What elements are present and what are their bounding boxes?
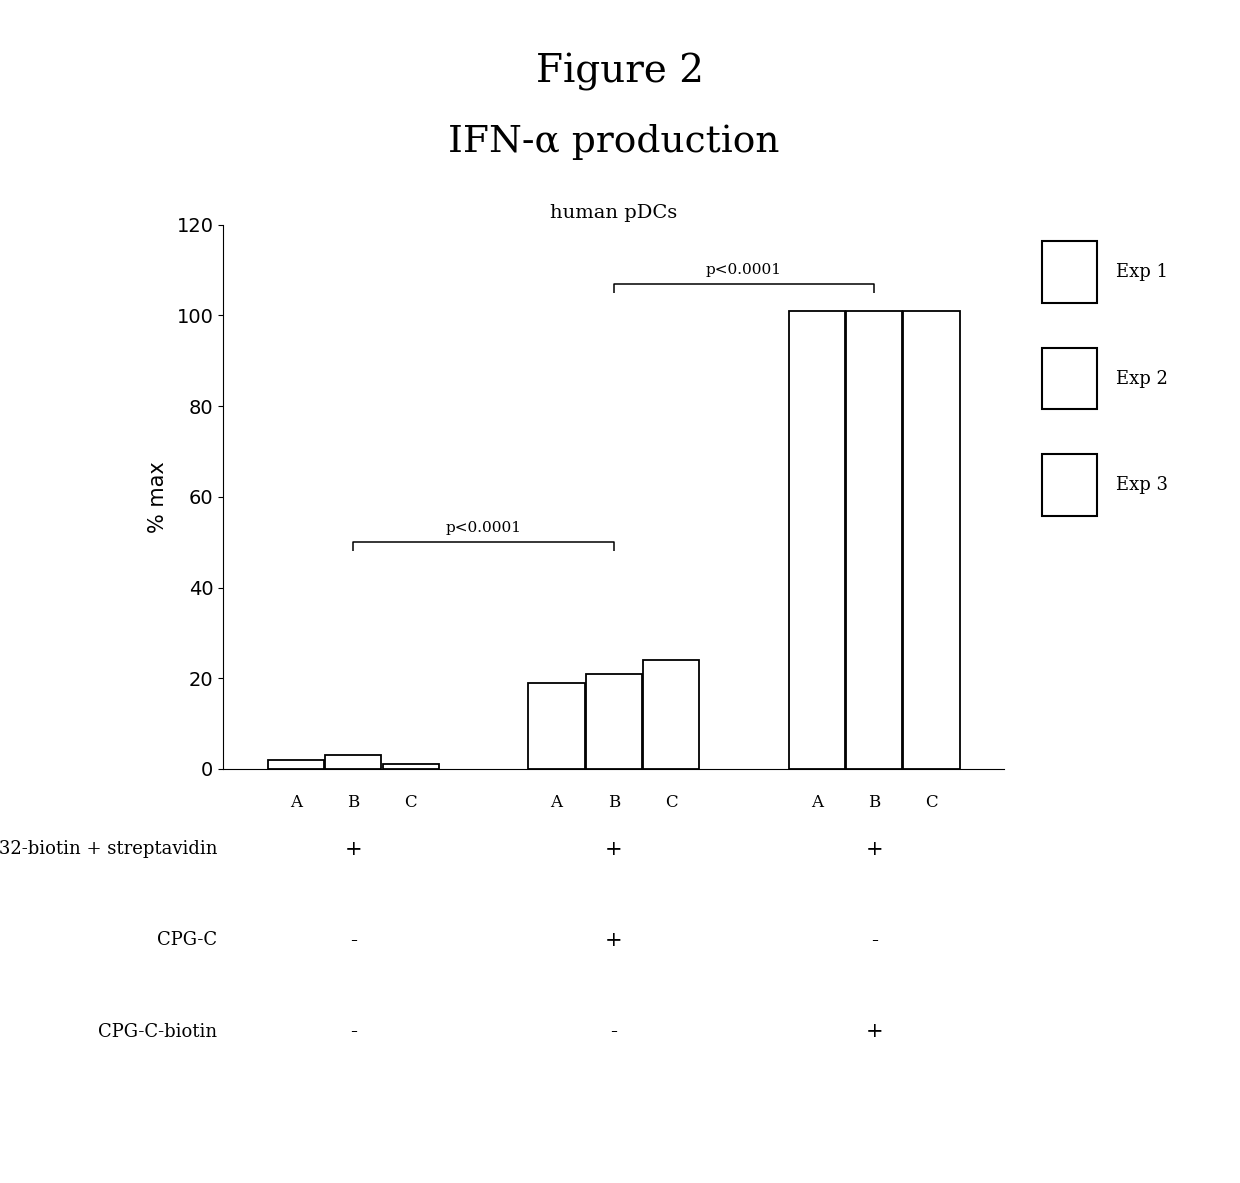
Title: human pDCs: human pDCs [551, 203, 677, 222]
Text: CPG-C: CPG-C [157, 931, 217, 950]
Text: +: + [345, 840, 362, 859]
Text: +: + [866, 1022, 883, 1041]
Text: IFN-α production: IFN-α production [448, 124, 780, 160]
Text: -: - [350, 931, 357, 950]
Text: C: C [925, 794, 937, 810]
Bar [904, 311, 960, 769]
Text: CPG-C-biotin: CPG-C-biotin [98, 1022, 217, 1041]
Text: +: + [605, 931, 622, 950]
Text: -: - [870, 931, 878, 950]
Text: aCD32-biotin + streptavidin: aCD32-biotin + streptavidin [0, 840, 217, 859]
Text: Exp 1: Exp 1 [1116, 263, 1168, 282]
Text: B: B [347, 794, 360, 810]
Y-axis label: % max: % max [148, 461, 169, 532]
Text: A: A [811, 794, 823, 810]
Bar [325, 756, 382, 769]
Text: +: + [605, 840, 622, 859]
Text: B: B [868, 794, 880, 810]
Text: -: - [350, 1022, 357, 1041]
Bar [789, 311, 844, 769]
Text: A: A [290, 794, 303, 810]
Text: p<0.0001: p<0.0001 [706, 263, 782, 277]
Text: Exp 2: Exp 2 [1116, 369, 1168, 388]
Text: A: A [1063, 264, 1076, 280]
Bar [585, 674, 642, 769]
Bar [644, 660, 699, 769]
Text: B: B [1063, 370, 1076, 387]
Bar [268, 759, 324, 769]
Bar [846, 311, 903, 769]
Text: Figure 2: Figure 2 [536, 53, 704, 91]
Bar [383, 764, 439, 769]
Text: C: C [404, 794, 417, 810]
Text: C: C [1063, 477, 1076, 493]
Text: Exp 3: Exp 3 [1116, 476, 1168, 494]
Text: +: + [866, 840, 883, 859]
Text: -: - [610, 1022, 618, 1041]
Text: p<0.0001: p<0.0001 [445, 522, 522, 536]
Text: A: A [551, 794, 563, 810]
Text: B: B [608, 794, 620, 810]
Bar [528, 683, 584, 769]
Text: C: C [665, 794, 677, 810]
